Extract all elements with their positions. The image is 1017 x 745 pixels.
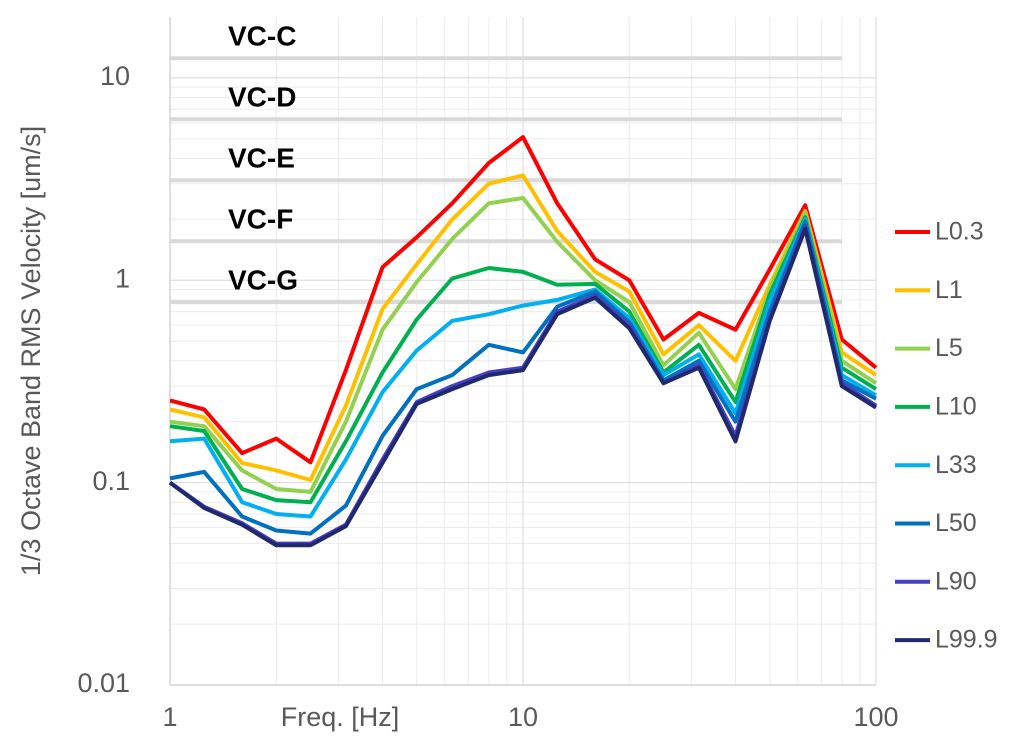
legend-label: L50 (935, 509, 977, 537)
data-line (169, 173, 878, 482)
legend-label: L90 (935, 567, 977, 595)
data-line (168, 226, 878, 548)
y-tick-label: 10 (100, 61, 130, 91)
legend-label: L0.3 (935, 218, 984, 246)
x-tick-label: 10 (508, 702, 538, 732)
data-line (169, 135, 878, 465)
legend-label: L99.9 (935, 626, 998, 654)
reference-label: VC-E (228, 143, 295, 174)
reference-label: VC-F (228, 204, 293, 235)
y-tick-label: 0.1 (92, 466, 130, 496)
x-axis-label: Freq. [Hz] (281, 702, 400, 732)
x-tick-label: 1 (162, 702, 177, 732)
reference-label: VC-C (228, 21, 296, 52)
data-line (169, 196, 878, 494)
y-tick-label: 0.01 (77, 668, 130, 698)
legend-label: L1 (935, 276, 963, 304)
data-line (169, 219, 877, 536)
x-tick-label: 100 (853, 702, 898, 732)
legend-label: L5 (935, 334, 963, 362)
legend-label: L33 (935, 451, 977, 479)
y-tick-label: 1 (115, 263, 130, 293)
legend-label: L10 (935, 393, 977, 421)
data-line (169, 215, 878, 505)
data-line (169, 217, 878, 519)
y-axis-label: 1/3 Octave Band RMS Velocity [um/s] (16, 126, 46, 576)
reference-label: VC-D (228, 82, 296, 113)
reference-label: VC-G (228, 265, 298, 296)
